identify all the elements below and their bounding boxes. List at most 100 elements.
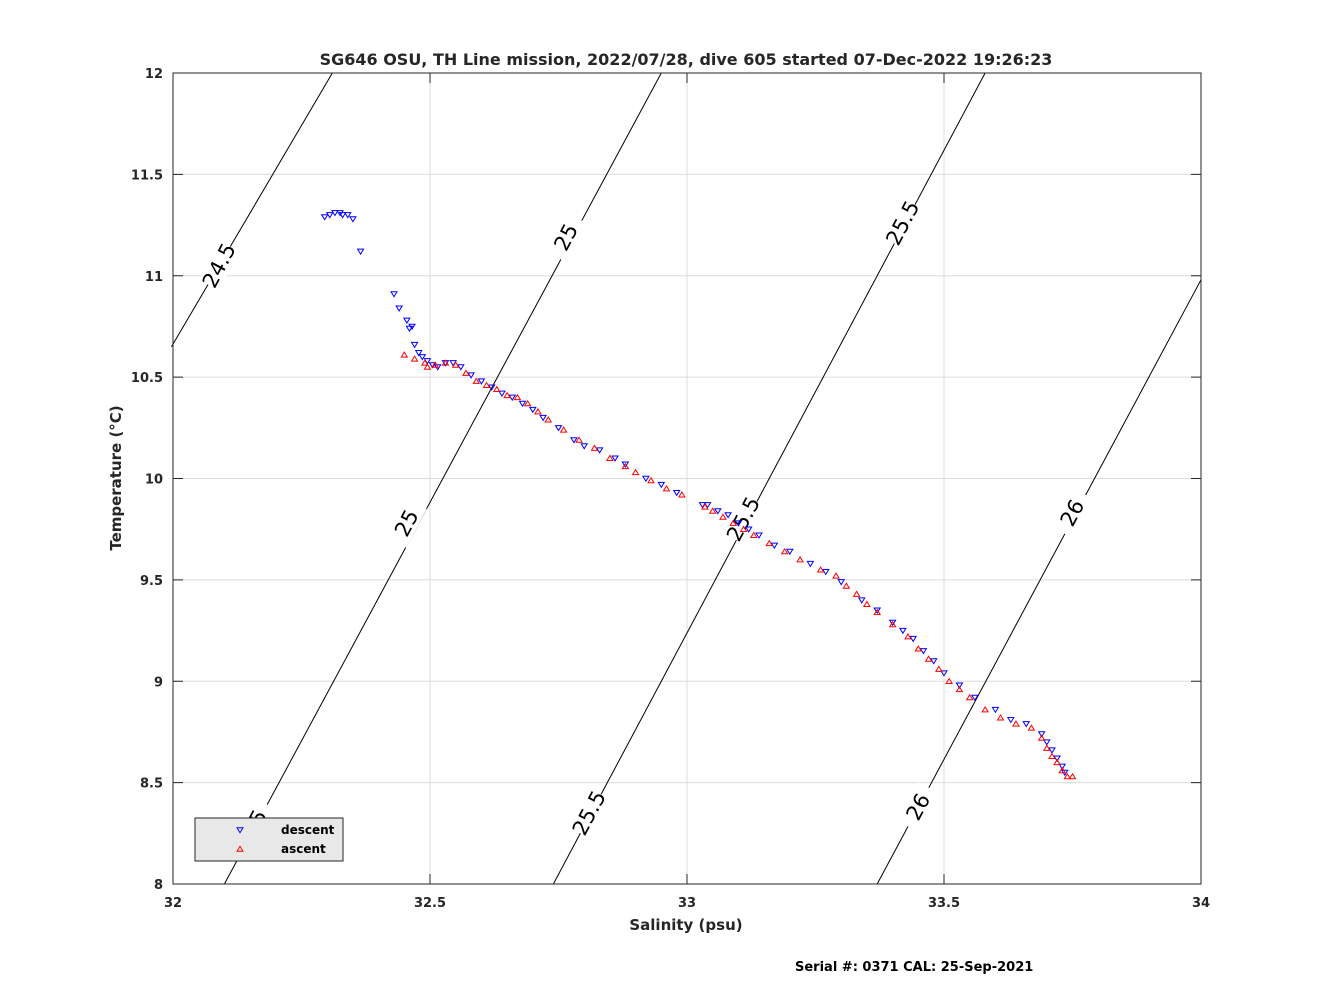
descent-point — [1042, 739, 1051, 746]
contour-label-bg — [199, 241, 240, 291]
contour-line-26 — [876, 279, 1202, 885]
ascent-point — [739, 525, 748, 532]
ascent-point — [816, 566, 825, 573]
descent-point — [755, 532, 763, 539]
ascent-point — [796, 555, 804, 563]
ascent-point — [955, 685, 964, 693]
ascent-point — [544, 416, 553, 423]
ascent-point — [780, 547, 789, 555]
descent-point — [821, 569, 830, 576]
ascent-point — [482, 381, 491, 388]
descent-point — [595, 447, 604, 454]
y-tick-label: 10 — [145, 473, 163, 488]
descent-point — [837, 579, 846, 586]
descent-point — [320, 214, 329, 221]
descent-point — [539, 414, 547, 422]
descent-point — [929, 658, 938, 665]
y-tick-label: 9 — [154, 675, 163, 690]
descent-point — [580, 443, 589, 450]
ascent-point — [1068, 772, 1077, 780]
descent-point — [770, 542, 779, 550]
chart-title: SG646 OSU, TH Line mission, 2022/07/28, … — [320, 50, 1053, 69]
grid-lines — [173, 73, 1201, 884]
data-series — [320, 210, 1077, 780]
ascent-point — [1027, 724, 1036, 731]
descent-point — [1022, 721, 1031, 728]
descent-point — [919, 648, 928, 655]
descent-point — [806, 560, 815, 568]
descent-point — [888, 619, 897, 627]
descent-point — [343, 212, 352, 219]
ascent-point — [1053, 758, 1061, 766]
ascent-point — [559, 426, 568, 433]
descent-point — [414, 350, 423, 357]
descent-point — [408, 323, 416, 331]
ascent-point — [472, 377, 481, 384]
ascent-point — [729, 519, 738, 526]
x-tick-label: 32 — [164, 896, 182, 911]
ascent-point — [513, 393, 522, 401]
legend-box — [194, 817, 344, 862]
descent-point — [611, 455, 619, 462]
descent-point — [456, 364, 465, 371]
y-tick-label: 12 — [145, 67, 163, 82]
descent-point — [955, 682, 964, 689]
contour-label-bg — [569, 788, 610, 838]
descent-point — [402, 317, 411, 325]
descent-point — [873, 607, 882, 614]
ascent-point — [708, 507, 717, 514]
descent-point — [1058, 763, 1067, 771]
ascent-point — [888, 620, 897, 628]
ascent-point — [1048, 752, 1056, 760]
ascent-point — [431, 361, 440, 368]
y-tick-label: 11 — [145, 270, 163, 285]
ascent-point — [662, 484, 671, 492]
ascent-point — [441, 359, 450, 366]
descent-point — [508, 394, 517, 402]
descent-point — [657, 481, 666, 489]
contour-label-bg — [546, 212, 587, 262]
descent-point — [395, 305, 404, 312]
descent-point — [898, 627, 907, 635]
descent-point — [1037, 731, 1046, 738]
x-tick-label: 34 — [1192, 896, 1210, 911]
ascent-point — [492, 385, 501, 393]
descent-point — [621, 461, 630, 468]
descent-point — [641, 475, 650, 483]
descent-point — [672, 489, 681, 497]
ascent-point — [863, 600, 871, 607]
descent-point — [518, 400, 527, 408]
descent-point — [970, 694, 979, 702]
legend-marker-ascent — [236, 845, 244, 852]
x-tick-label: 32.5 — [414, 896, 446, 911]
descent-point — [1053, 755, 1061, 762]
descent-point — [487, 384, 496, 391]
descent-point — [713, 508, 722, 515]
axis-ticks: 32 32.5 33 33.5 34 8 8.5 9 9.5 10 10.5 11 11.5 12 — [131, 67, 1210, 911]
legend-label-descent: descent — [281, 823, 335, 837]
descent-point — [991, 706, 1000, 714]
descent-point — [338, 212, 347, 219]
ascent-point — [996, 714, 1005, 721]
descent-point — [325, 212, 334, 219]
ascent-point — [1042, 744, 1051, 751]
ascent-point — [523, 399, 532, 407]
ascent-point — [423, 363, 432, 370]
y-axis-label: Temperature (°C) — [107, 405, 125, 550]
descent-point — [467, 372, 476, 379]
y-tick-label: 9.5 — [140, 574, 163, 589]
ascent-point — [647, 476, 655, 484]
ascent-point — [749, 531, 758, 539]
ascent-point — [852, 590, 861, 597]
ascent-point — [400, 351, 409, 358]
descent-point — [498, 390, 506, 398]
ascent-point — [873, 608, 882, 616]
ascent-point — [575, 436, 583, 443]
ascent-point — [534, 407, 542, 415]
descent-point — [418, 354, 427, 361]
ascent-point — [842, 582, 851, 589]
descent-point — [940, 670, 948, 677]
descent-point — [785, 548, 794, 556]
contour-line-25 — [223, 72, 662, 885]
